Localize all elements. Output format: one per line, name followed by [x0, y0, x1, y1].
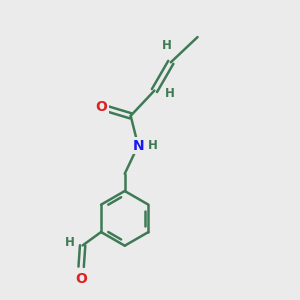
Text: N: N [132, 139, 144, 152]
Text: H: H [65, 236, 75, 249]
Text: O: O [95, 100, 107, 114]
Text: H: H [148, 139, 158, 152]
Text: H: H [161, 40, 171, 52]
Text: H: H [165, 87, 175, 100]
Text: O: O [75, 272, 87, 286]
